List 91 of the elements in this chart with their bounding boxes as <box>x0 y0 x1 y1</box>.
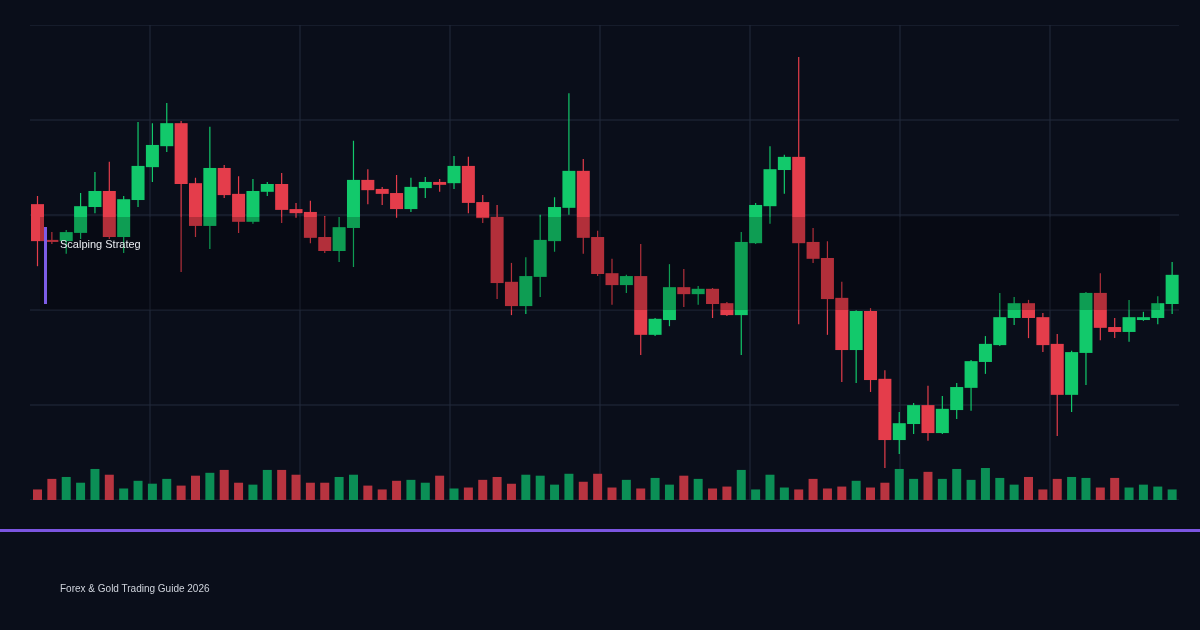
bar <box>1095 487 1105 500</box>
bar <box>348 474 358 500</box>
bar <box>664 484 674 500</box>
bar <box>492 476 502 500</box>
bar <box>1138 484 1148 500</box>
candlestick <box>361 168 375 205</box>
bar <box>1153 486 1163 500</box>
bar <box>693 478 703 500</box>
bar <box>162 478 172 500</box>
candlestick <box>677 268 691 308</box>
bar <box>1052 478 1062 500</box>
bar <box>923 471 933 500</box>
bar <box>794 489 804 500</box>
bar <box>449 488 459 500</box>
bar <box>262 469 272 500</box>
bar <box>1167 489 1177 500</box>
bar <box>33 489 42 500</box>
candlestick <box>418 176 432 199</box>
bar <box>1124 487 1134 500</box>
bar <box>334 476 344 500</box>
bar <box>765 474 775 500</box>
bar <box>104 474 114 500</box>
bar <box>119 488 129 500</box>
candlestick <box>1007 296 1021 326</box>
bar <box>1009 484 1019 500</box>
bar <box>291 474 301 500</box>
bar <box>736 469 746 500</box>
bar <box>636 488 646 500</box>
bar <box>219 469 229 500</box>
candlestick <box>605 258 619 306</box>
bar <box>1067 476 1077 500</box>
bar <box>952 468 962 500</box>
bar <box>837 486 847 500</box>
bar <box>190 475 200 500</box>
bar <box>909 478 919 500</box>
bar <box>751 489 761 500</box>
bar <box>90 468 100 500</box>
bar <box>248 484 258 500</box>
bar <box>463 487 473 500</box>
bar <box>76 482 86 500</box>
bar <box>133 480 143 500</box>
bar <box>61 476 71 500</box>
bar <box>392 480 402 500</box>
candlestick <box>447 155 461 190</box>
bar <box>1110 477 1120 500</box>
bar <box>808 478 818 500</box>
candlestick <box>691 285 705 306</box>
bar <box>880 482 890 500</box>
bar <box>980 468 990 500</box>
bar <box>435 475 445 500</box>
bar <box>995 477 1005 500</box>
bar <box>851 480 861 500</box>
bar <box>937 478 947 500</box>
candlestick <box>619 274 633 294</box>
bar <box>607 487 617 500</box>
bar <box>1038 489 1048 500</box>
bar <box>277 469 287 500</box>
candlestick <box>404 177 418 213</box>
bar <box>550 484 560 500</box>
bar <box>176 485 186 500</box>
bar <box>650 477 660 500</box>
bar <box>406 479 416 500</box>
bar <box>679 475 689 500</box>
bar <box>535 475 545 500</box>
bar <box>779 487 789 500</box>
bar <box>521 474 531 500</box>
bar <box>966 479 976 500</box>
bar <box>564 473 574 500</box>
bar <box>205 472 215 500</box>
bar <box>621 479 631 500</box>
bar <box>420 482 430 500</box>
bar <box>593 473 603 500</box>
bar <box>1024 476 1034 500</box>
bar <box>377 489 387 500</box>
bar <box>47 478 57 500</box>
bar <box>478 479 488 500</box>
bar <box>363 485 373 500</box>
bar <box>1081 477 1091 500</box>
bar <box>866 487 876 500</box>
text: Forex & Gold Trading Guide 2026 <box>60 583 210 594</box>
bar <box>147 483 157 500</box>
bar <box>894 468 904 500</box>
candlestick <box>777 154 791 195</box>
bar <box>305 482 315 500</box>
bar <box>578 481 588 500</box>
bar <box>320 482 330 500</box>
bar <box>822 488 832 500</box>
bar <box>708 488 718 500</box>
bar <box>722 486 732 500</box>
bar <box>506 483 516 500</box>
bar <box>234 482 244 500</box>
